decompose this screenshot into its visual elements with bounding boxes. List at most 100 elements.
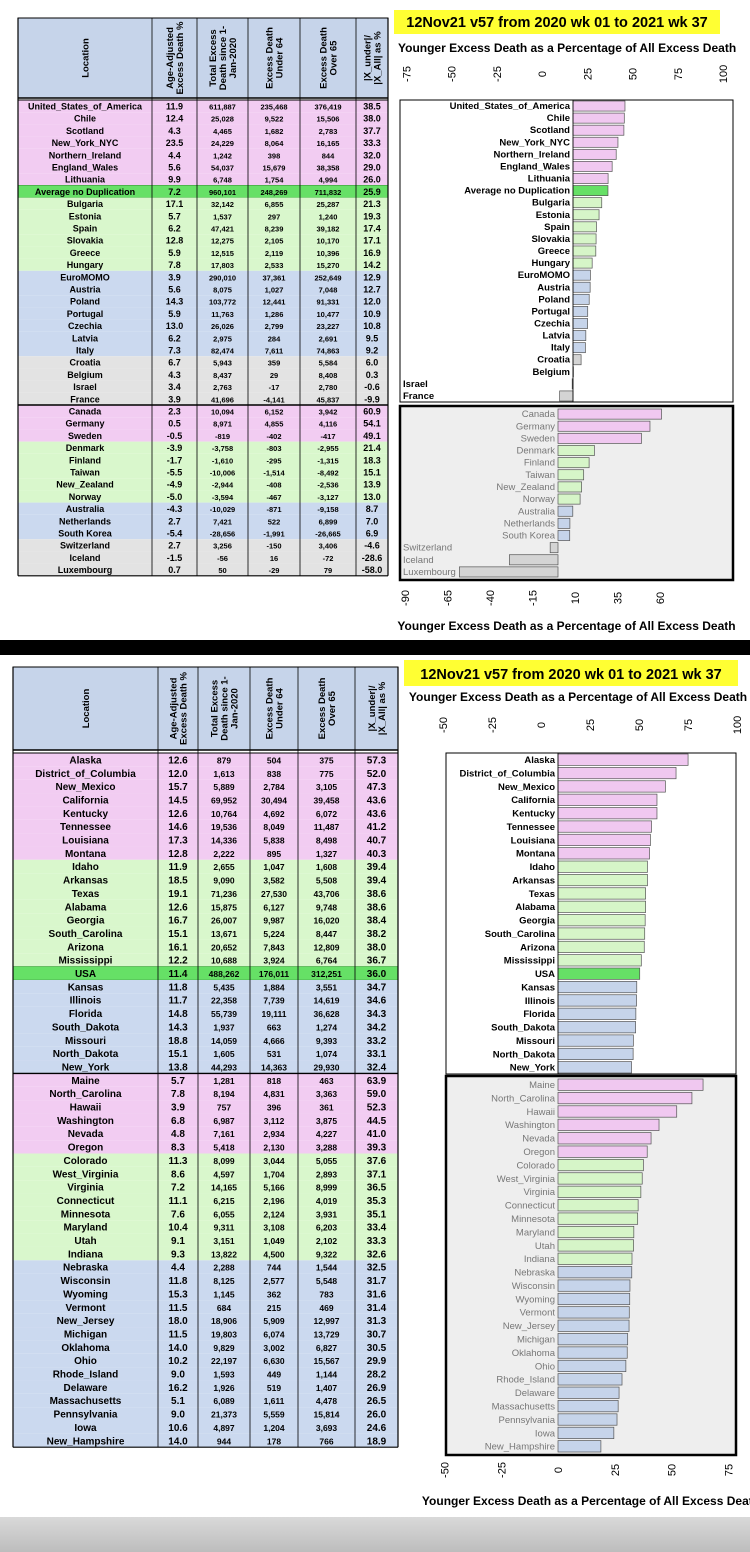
- ratio-cell: 38.0: [363, 114, 381, 124]
- bar: [557, 457, 590, 469]
- total-excess-cell: 1,605: [213, 1049, 235, 1059]
- bar: [572, 318, 588, 329]
- ratio-cell: 30.7: [367, 1329, 387, 1340]
- age-adjusted-cell: 12.8: [166, 236, 184, 246]
- bar: [557, 517, 571, 529]
- bar: [557, 954, 642, 967]
- table-row: New_York 13.8 44,293 14,363 29,930 32.4: [13, 1060, 398, 1073]
- under64-cell: 7,739: [263, 996, 285, 1006]
- under64-cell: 8,064: [265, 139, 285, 148]
- age-adjusted-cell: 18.0: [168, 1316, 188, 1327]
- ratio-cell: 39.4: [367, 862, 387, 873]
- under64-cell: 7,611: [265, 347, 283, 356]
- bottom-axis-tick-label: 75: [723, 1464, 735, 1476]
- table-row: Arkansas 18.5 9,090 3,582 5,508 39.4: [13, 873, 398, 887]
- table-header-bg: [12, 666, 399, 751]
- age-adjusted-cell: 5.9: [168, 248, 181, 258]
- bar: [572, 257, 593, 269]
- table-row-bg: [13, 993, 398, 1007]
- bar: [572, 161, 613, 172]
- age-adjusted-cell: -4.9: [167, 480, 183, 490]
- total-excess-cell: 3,151: [213, 1236, 235, 1246]
- total-excess-cell: 10,094: [211, 408, 235, 417]
- table-row-bg: [13, 1313, 398, 1328]
- under64-cell: -467: [266, 493, 281, 502]
- ratio-cell: 13.0: [363, 492, 381, 502]
- bar: [557, 793, 658, 806]
- total-excess-cell: 1,926: [213, 1383, 235, 1393]
- table-row-bg: [13, 1046, 398, 1061]
- total-excess-cell: 2,655: [213, 862, 235, 872]
- ratio-cell: 10.8: [363, 321, 381, 331]
- bar: [557, 807, 658, 820]
- location-cell: Illinois: [70, 996, 102, 1007]
- under64-cell: 5,909: [263, 1316, 285, 1326]
- bar-label: Oklahoma: [512, 1348, 556, 1359]
- bottom-axis-tick-label: 25: [610, 1464, 622, 1476]
- bar: [572, 173, 609, 184]
- total-excess-cell: 22,197: [211, 1356, 237, 1366]
- table-row-bg: [13, 753, 398, 767]
- table-row-bg: [13, 1140, 398, 1154]
- ratio-cell: 31.7: [367, 1276, 387, 1287]
- table-row-bg: [18, 246, 388, 259]
- table-row-bg: [13, 1287, 398, 1301]
- bar-label: Australia: [518, 506, 556, 517]
- bar-label: Nevada: [522, 1134, 555, 1145]
- over65-cell: 74,863: [317, 347, 340, 356]
- age-adjusted-cell: 16.7: [168, 916, 188, 927]
- age-adjusted-cell: 12.8: [168, 849, 188, 860]
- bar-label: Czechia: [534, 319, 571, 330]
- location-cell: Latvia: [72, 333, 99, 343]
- over65-cell: 3,288: [316, 1143, 338, 1153]
- bar: [557, 981, 638, 994]
- total-excess-cell: 25,028: [211, 115, 234, 124]
- location-cell: Utah: [74, 1236, 96, 1247]
- table-row-bg: [18, 563, 388, 576]
- total-excess-cell: 26,007: [211, 916, 237, 926]
- table-row: England_Wales 5.6 54,037 15,679 38,358 29.0: [18, 161, 388, 174]
- over65-cell: 4,116: [319, 420, 337, 429]
- under64-cell: 9,987: [263, 916, 285, 926]
- ratio-cell: 12.7: [363, 285, 381, 295]
- age-adjusted-cell: 13.0: [166, 321, 184, 331]
- over65-cell: 45,837: [317, 395, 340, 404]
- over65-cell: -1,315: [317, 456, 338, 465]
- over65-cell: 2,783: [319, 127, 338, 136]
- bar-label: Denmark: [516, 446, 555, 457]
- age-adjusted-cell: 6.8: [171, 1116, 185, 1127]
- over65-cell: 43,706: [314, 889, 340, 899]
- ratio-cell: 63.9: [367, 1076, 387, 1087]
- ratio-cell: 24.6: [367, 1423, 387, 1434]
- under64-cell: 359: [268, 359, 281, 368]
- table-row-bg: [18, 478, 388, 491]
- table-row-bg: [13, 1353, 398, 1368]
- location-cell: Missouri: [65, 1036, 106, 1047]
- bar: [572, 148, 617, 160]
- age-adjusted-cell: 17.1: [166, 199, 184, 209]
- bar-label: Michigan: [517, 1335, 555, 1346]
- total-excess-cell: 684: [217, 1303, 231, 1313]
- bar: [572, 233, 597, 245]
- over65-cell: 3,551: [316, 982, 338, 992]
- under64-cell: -150: [266, 542, 281, 551]
- under64-cell: 3,112: [264, 1116, 285, 1126]
- location-cell: Colorado: [64, 1156, 108, 1167]
- bar: [557, 1400, 619, 1413]
- total-excess-cell: 18,906: [211, 1316, 237, 1326]
- header-ratio: |X_under|/|X_All| as %: [367, 681, 388, 735]
- ratio-cell: 49.1: [363, 431, 381, 441]
- location-cell: Northern_Ireland: [49, 150, 122, 160]
- age-adjusted-cell: 15.1: [168, 929, 188, 940]
- age-adjusted-cell: 3.9: [168, 394, 181, 404]
- table-row: Hawaii 3.9 757 396 361 52.3: [13, 1100, 398, 1114]
- bar-label: Maryland: [516, 1227, 555, 1238]
- bar-label: Indiana: [524, 1254, 556, 1265]
- location-cell: Mississippi: [59, 956, 113, 967]
- header-over65: Excess DeathOver 65: [319, 27, 340, 89]
- table-row: USA 11.4 488,262 176,011 312,251 36.0: [12, 966, 399, 981]
- table-row-bg: [13, 1206, 398, 1221]
- ratio-cell: 43.6: [367, 795, 387, 806]
- age-adjusted-cell: 10.4: [168, 1223, 188, 1234]
- under64-cell: 3,108: [263, 1223, 285, 1233]
